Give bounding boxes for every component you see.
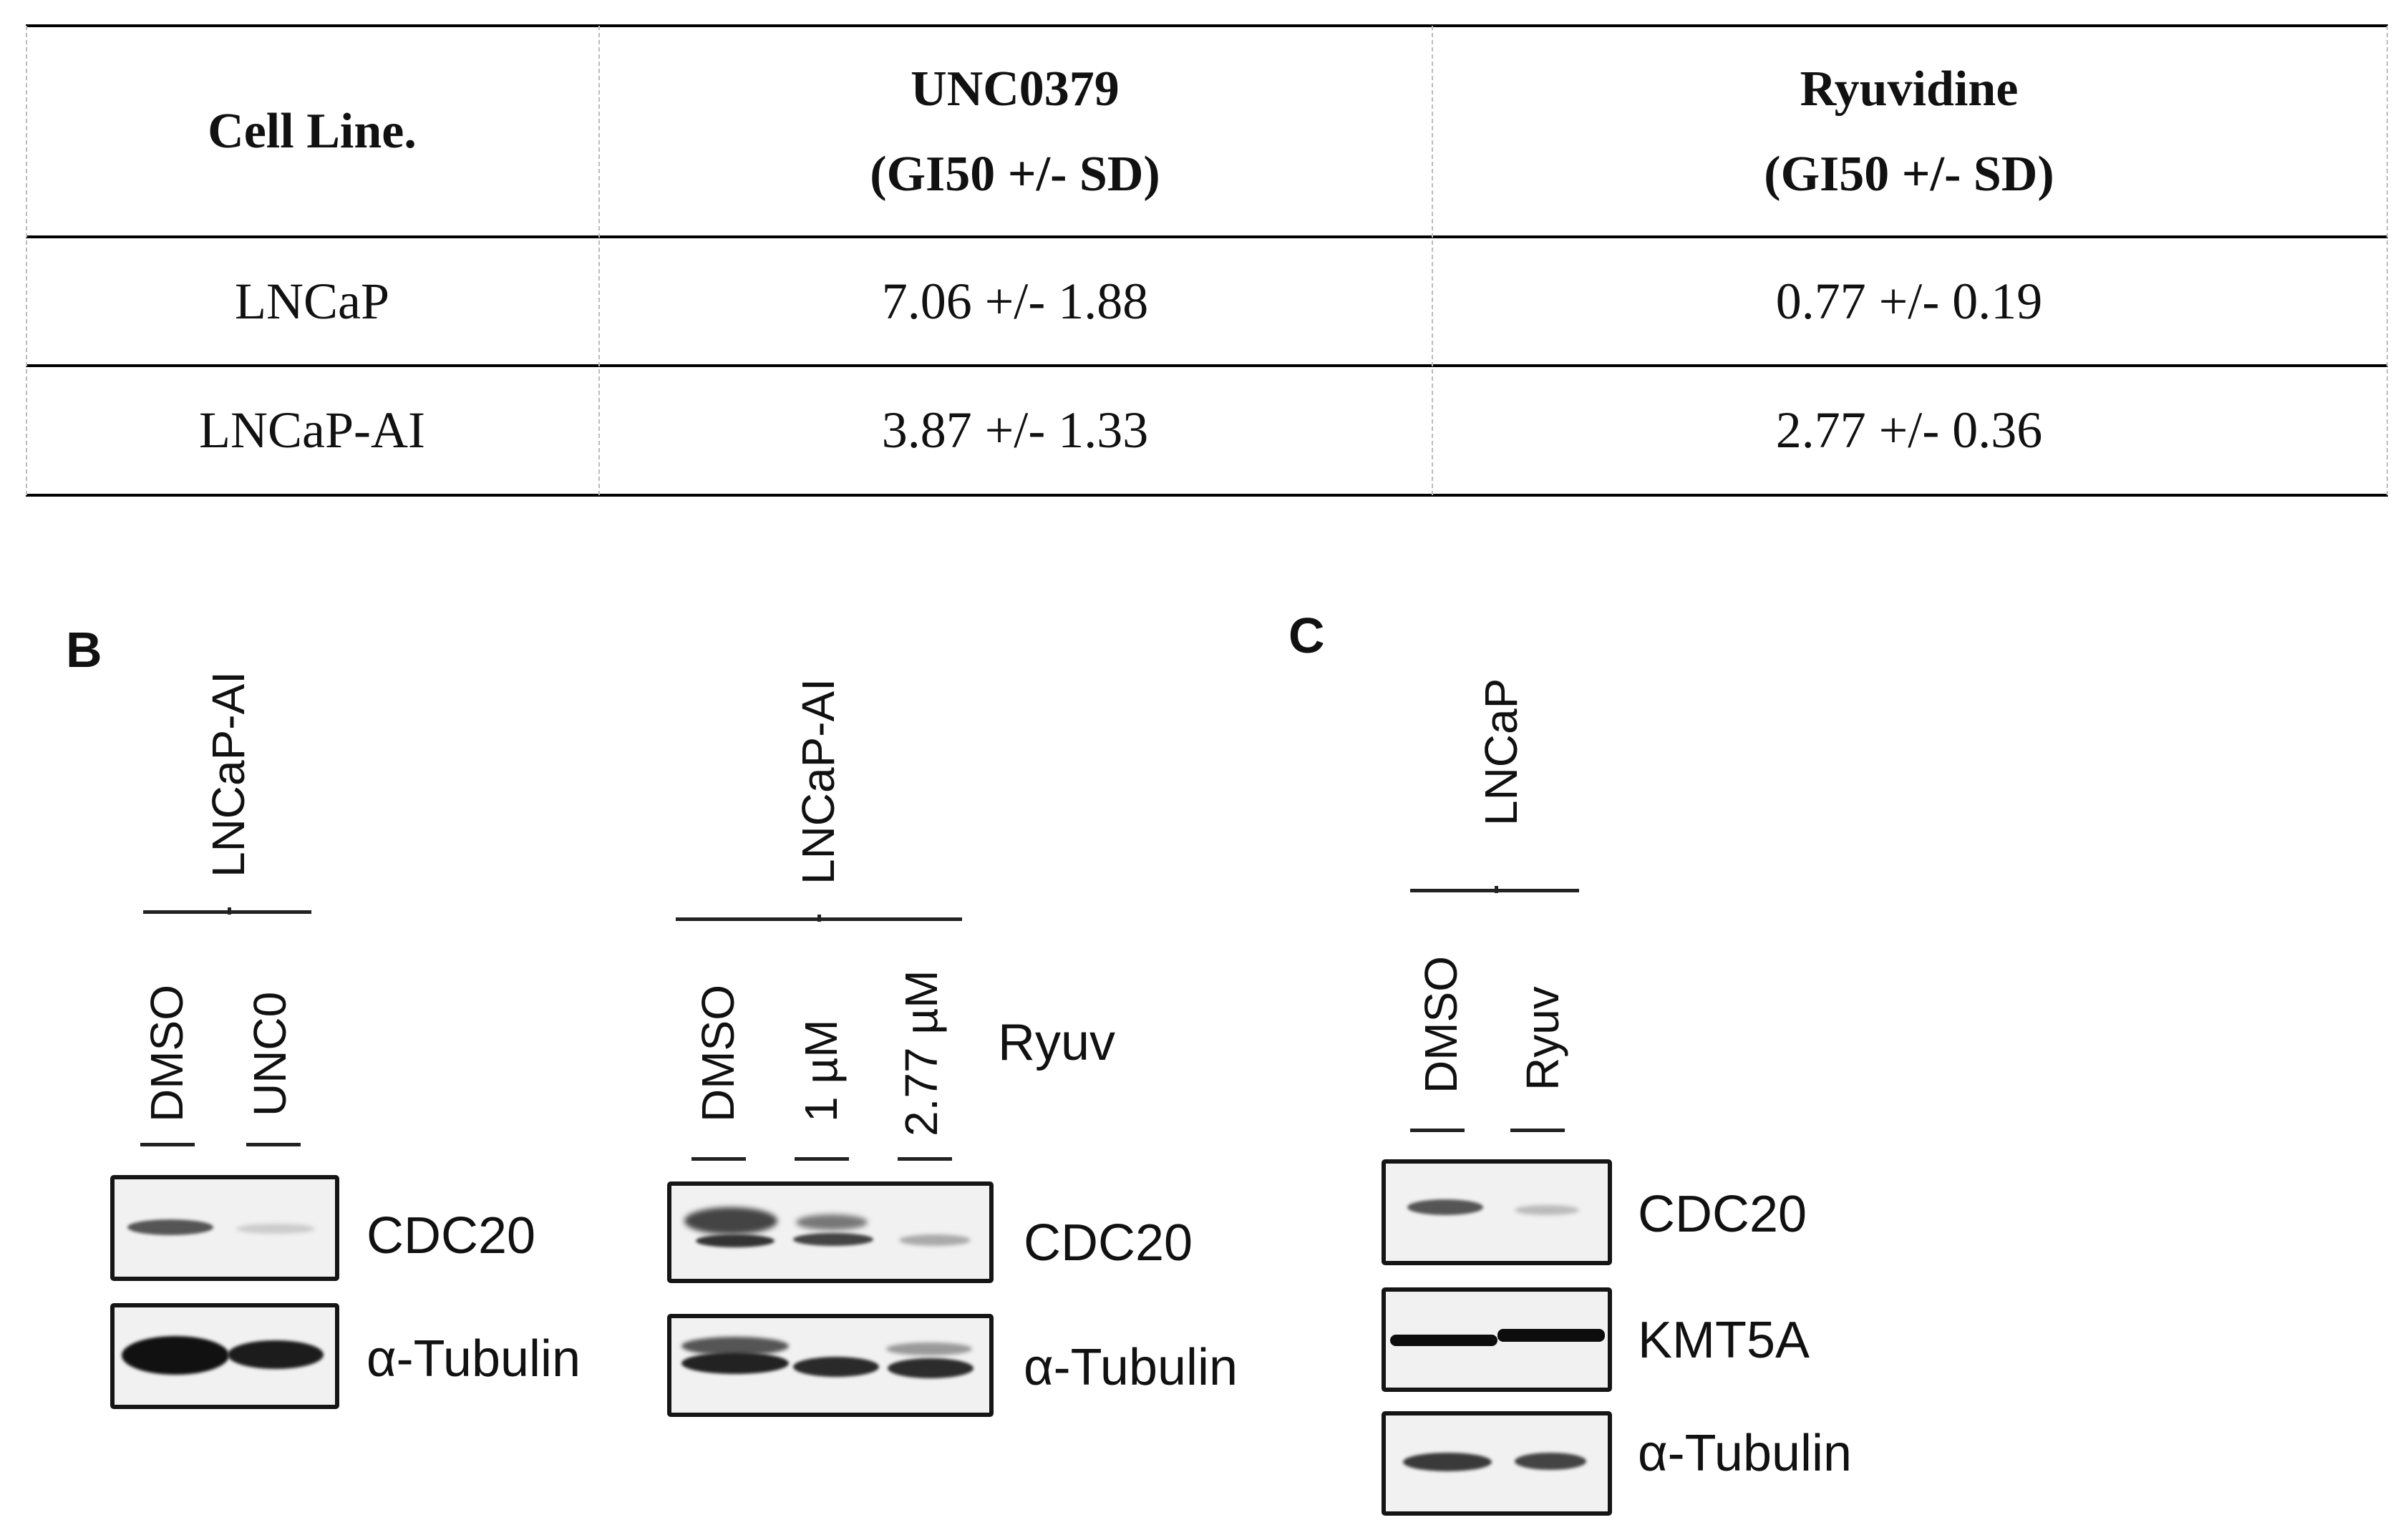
bracket-divider (228, 907, 231, 915)
treatment-label: Ryuv (998, 1014, 1116, 1071)
band (684, 1207, 777, 1234)
blot-tubulin (1382, 1411, 1612, 1516)
lane-tick (691, 1157, 746, 1161)
table-cell: LNCaP (235, 272, 389, 330)
row-label: α-Tubulin (1638, 1425, 1853, 1482)
lane-label: 2.77 µM (895, 970, 947, 1136)
header-unc0379: UNC0379 (GI50 +/- SD) (598, 27, 1432, 235)
panel-letter-b: B (66, 622, 102, 678)
lane-label: Ryuv (1517, 986, 1568, 1091)
blot-tubulin (667, 1314, 994, 1417)
band (228, 1340, 324, 1369)
bracket-divider (1495, 886, 1498, 893)
blot-cdc20 (667, 1181, 994, 1283)
table-cell: 2.77 +/- 0.36 (1775, 401, 2043, 459)
blot-kmt5a (1382, 1287, 1612, 1392)
band (122, 1336, 229, 1375)
band (1515, 1205, 1579, 1215)
header-line: Cell Line. (208, 104, 417, 159)
row-label: α-Tubulin (1024, 1339, 1238, 1396)
band (127, 1219, 213, 1235)
lane-tick (1510, 1129, 1565, 1132)
band (696, 1234, 775, 1247)
band (888, 1358, 974, 1378)
cell-line-label: LNCaP (1475, 678, 1527, 826)
table-top-rule (26, 24, 2388, 27)
lane-tick (898, 1157, 952, 1161)
cell-line-label: LNCaP-AI (792, 678, 844, 885)
band (236, 1224, 315, 1234)
table-cell: 3.87 +/- 1.33 (881, 401, 1149, 459)
band (1515, 1453, 1586, 1470)
lane-label: DMSO (141, 985, 193, 1122)
band (796, 1214, 868, 1230)
header-line: UNC0379 (911, 61, 1120, 117)
header-line: (GI50 +/- SD) (1764, 146, 2054, 202)
lane-label: DMSO (1415, 956, 1467, 1093)
band (793, 1357, 879, 1377)
lane-label: 1 µM (795, 1019, 847, 1122)
band (1403, 1453, 1492, 1471)
band (899, 1234, 971, 1246)
lane-label: UNC0 (244, 991, 296, 1116)
header-line: (GI50 +/- SD) (870, 146, 1160, 202)
row-label: KMT5A (1638, 1312, 1810, 1369)
table-col-divider (2387, 26, 2388, 495)
lane-bracket (143, 910, 311, 914)
row-label: α-Tubulin (366, 1330, 581, 1388)
band (793, 1233, 873, 1246)
table-col-divider (1432, 26, 1433, 495)
header-line: Ryuvidine (1800, 61, 2019, 117)
row-label: CDC20 (1638, 1186, 1807, 1243)
table-cell: 7.06 +/- 1.88 (881, 272, 1149, 330)
bracket-divider (817, 915, 821, 922)
table-row-rule (26, 364, 2388, 367)
band (886, 1342, 972, 1355)
blot-cdc20 (1382, 1159, 1612, 1265)
table-cell: LNCaP-AI (199, 401, 425, 459)
table-bottom-rule (26, 494, 2388, 497)
band (1407, 1199, 1483, 1215)
table-cell: 0.77 +/- 0.19 (1775, 272, 2043, 330)
blot-cdc20 (110, 1175, 339, 1281)
lane-tick (246, 1143, 301, 1146)
lane-label: DMSO (692, 985, 744, 1122)
lane-tick (1410, 1129, 1465, 1132)
band (1497, 1329, 1605, 1342)
lane-tick (140, 1143, 195, 1146)
band (681, 1353, 789, 1374)
band (1390, 1335, 1497, 1346)
row-label: CDC20 (1024, 1214, 1193, 1272)
lane-tick (795, 1157, 849, 1161)
band (681, 1337, 789, 1355)
header-ryuvidine: Ryuvidine (GI50 +/- SD) (1432, 27, 2387, 235)
panel-letter-c: C (1288, 608, 1325, 663)
table-header-rule (26, 235, 2388, 238)
cell-line-label: LNCaP-AI (203, 671, 254, 877)
table-col-divider (26, 26, 27, 495)
blot-tubulin (110, 1303, 339, 1409)
header-cell-line: Cell Line. (26, 27, 598, 235)
row-label: CDC20 (366, 1207, 536, 1264)
table-col-divider (598, 26, 600, 495)
